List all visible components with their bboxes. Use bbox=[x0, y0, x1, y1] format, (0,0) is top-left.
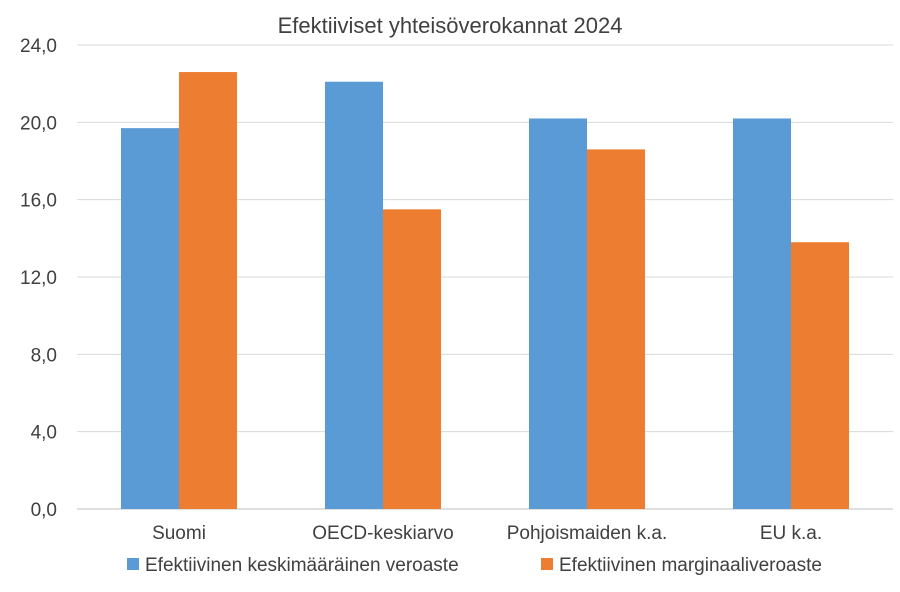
chart-title: Efektiiviset yhteisöverokannat 2024 bbox=[278, 13, 623, 38]
bar-marginal-rate bbox=[179, 72, 237, 510]
bar-average-rate bbox=[529, 118, 587, 509]
x-category-label: OECD-keskiarvo bbox=[312, 523, 453, 544]
x-category-label: EU k.a. bbox=[760, 523, 822, 544]
y-axis-tick-labels: 0,0 4,0 8,0 12,0 16,0 20,0 24,0 bbox=[20, 36, 57, 521]
bar-average-rate bbox=[325, 81, 383, 509]
y-tick-label: 4,0 bbox=[31, 423, 57, 444]
legend: Efektiivinen keskimääräinen veroaste Efek… bbox=[127, 555, 822, 576]
x-axis-category-labels: Suomi OECD-keskiarvo Pohjoismaiden k.a. EU … bbox=[152, 523, 822, 544]
legend-label: Efektiivinen keskimääräinen veroaste bbox=[145, 555, 459, 576]
bar-marginal-rate bbox=[791, 242, 849, 509]
bars bbox=[121, 72, 849, 510]
y-tick-label: 8,0 bbox=[31, 345, 57, 366]
y-tick-label: 12,0 bbox=[20, 268, 57, 289]
y-tick-label: 20,0 bbox=[20, 113, 57, 134]
y-tick-label: 0,0 bbox=[31, 500, 57, 521]
x-category-label: Suomi bbox=[152, 523, 206, 544]
bar-marginal-rate bbox=[383, 209, 441, 510]
bar-marginal-rate bbox=[587, 149, 645, 509]
x-category-label: Pohjoismaiden k.a. bbox=[507, 523, 668, 544]
legend-swatch bbox=[127, 558, 139, 570]
bar-average-rate bbox=[733, 118, 791, 509]
legend-label: Efektiivinen marginaaliveroaste bbox=[559, 555, 822, 576]
bar-average-rate bbox=[121, 128, 179, 509]
legend-swatch bbox=[541, 558, 553, 570]
y-tick-label: 24,0 bbox=[20, 36, 57, 57]
y-tick-label: 16,0 bbox=[20, 191, 57, 212]
